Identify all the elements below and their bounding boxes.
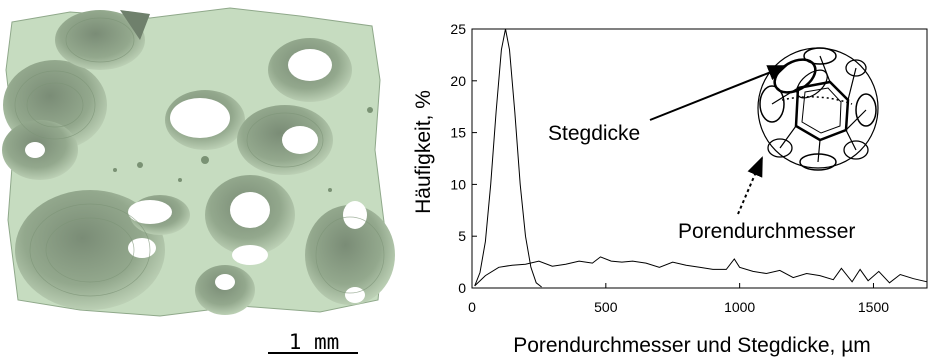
scale-bar-label: 1 mm (288, 330, 340, 354)
scale-bar (268, 352, 358, 354)
y-tick-label: 10 (450, 176, 466, 192)
annotation-stegdicke: Stegdicke (548, 122, 640, 145)
y-tick-label: 0 (458, 280, 466, 296)
x-tick-label: 1500 (858, 299, 889, 315)
x-axis-label: Porendurchmesser und Stegdicke, µm (513, 334, 871, 357)
x-tick-label: 0 (468, 299, 476, 315)
foam-cell-schematic-icon (757, 47, 879, 171)
y-tick-label: 25 (450, 21, 466, 37)
series-line-1 (474, 256, 928, 287)
y-tick-label: 15 (450, 125, 466, 141)
x-tick-label: 1000 (724, 299, 755, 315)
arrow-stegdicke (649, 65, 788, 121)
annotation-porendurchmesser: Porendurchmesser (678, 220, 855, 243)
chart-axes (471, 28, 928, 289)
chart-ticks: 0 5 10 15 20 25 0 500 1000 1500 (450, 21, 889, 315)
chart-series (474, 28, 928, 288)
arrow-porendurchmesser (737, 156, 763, 215)
distribution-chart: 0 5 10 15 20 25 0 500 1000 1500 Häufigkeit, % Por… (412, 21, 928, 357)
y-axis-label: Häufigkeit, % (412, 90, 435, 214)
y-tick-label: 20 (450, 73, 466, 89)
series-line-0 (474, 28, 542, 288)
plot-frame (471, 28, 928, 289)
x-tick-label: 500 (594, 299, 618, 315)
y-tick-label: 5 (458, 228, 466, 244)
foam-render-image (2, 7, 395, 317)
